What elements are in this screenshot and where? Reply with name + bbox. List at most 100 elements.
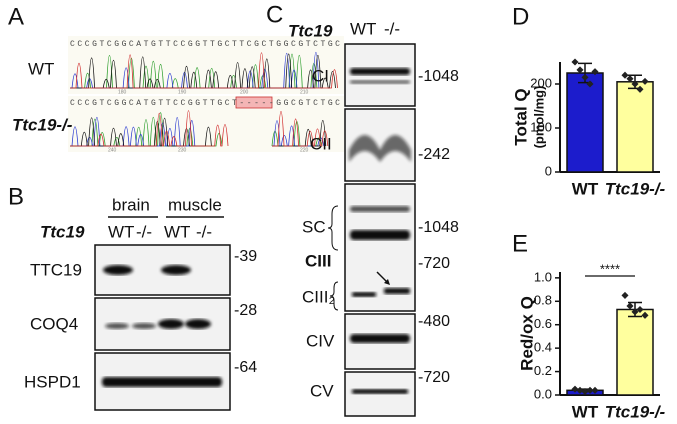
band xyxy=(350,230,410,240)
arrow-head xyxy=(384,279,390,285)
data-point xyxy=(641,77,649,85)
y-tick-label: 200 xyxy=(530,75,552,90)
complex-label: SC xyxy=(302,217,326,236)
y-tick-label: 0.0 xyxy=(534,386,552,401)
position: 220 xyxy=(300,147,309,153)
data-point xyxy=(576,386,584,394)
size-marker: -720 xyxy=(418,369,450,386)
band xyxy=(350,80,410,84)
data-point xyxy=(591,386,599,394)
panel-label: D xyxy=(512,3,529,30)
y-tick-label: 0.8 xyxy=(534,293,552,308)
data-point xyxy=(586,80,594,88)
position: 230 xyxy=(178,147,187,153)
data-point xyxy=(641,311,649,319)
complex-label: CIII xyxy=(305,251,331,270)
band xyxy=(352,389,408,394)
y-tick-label: 1.0 xyxy=(534,269,552,284)
band xyxy=(352,292,376,297)
trace xyxy=(272,111,329,147)
brace xyxy=(327,205,339,251)
data-point xyxy=(626,302,634,310)
band xyxy=(350,334,410,343)
data-point xyxy=(591,68,599,76)
size-marker: -64 xyxy=(234,359,257,376)
significance-label: **** xyxy=(600,261,620,276)
tissue-label: brain xyxy=(112,195,150,214)
y-axis-label: Red/ox Q xyxy=(517,296,536,371)
bar xyxy=(616,81,654,173)
genotype: -/- xyxy=(384,19,400,38)
data-point xyxy=(621,71,629,79)
data-point xyxy=(586,386,594,394)
band xyxy=(185,319,211,329)
complex-label: CIV xyxy=(306,331,335,350)
position: 240 xyxy=(108,147,117,153)
size-marker: -480 xyxy=(418,313,450,330)
chromatograms xyxy=(70,51,338,147)
row-label: Ttc19-/- xyxy=(12,115,73,134)
y-tick-label: 0 xyxy=(545,163,552,178)
band xyxy=(105,323,129,329)
gene-label: Ttc19 xyxy=(40,222,85,241)
trace xyxy=(70,110,229,147)
band xyxy=(103,265,133,275)
panel-label: B xyxy=(8,183,24,210)
complex-label: CI xyxy=(312,66,329,85)
gene-label: Ttc19 xyxy=(288,21,333,40)
position: 180 xyxy=(118,89,127,95)
genotype: -/- xyxy=(136,222,152,241)
size-marker: -242 xyxy=(418,146,450,163)
data-point xyxy=(631,80,639,88)
genotype: WT xyxy=(164,222,190,241)
y-tick-label: 0.2 xyxy=(534,363,552,378)
bar xyxy=(566,72,604,173)
tissue-label: muscle xyxy=(168,195,222,214)
panel-label: A xyxy=(8,3,24,30)
deletion-highlight xyxy=(235,96,273,109)
trace xyxy=(70,112,223,147)
blot-label: TTC19 xyxy=(30,260,82,279)
data-point xyxy=(576,66,584,74)
size-marker: -28 xyxy=(234,302,257,319)
position: 200 xyxy=(240,89,249,95)
data-point xyxy=(581,73,589,81)
band xyxy=(132,323,156,329)
band xyxy=(350,68,410,75)
size-marker: -39 xyxy=(234,248,257,265)
band xyxy=(161,265,191,275)
y-tick-label: 0.4 xyxy=(534,340,552,355)
complex-label: CV xyxy=(310,381,334,400)
x-tick-label: Ttc19-/- xyxy=(605,402,666,421)
panel-label: E xyxy=(512,230,528,257)
genotype: -/- xyxy=(196,222,212,241)
data-point xyxy=(626,75,634,83)
y-tick-label: 100 xyxy=(530,119,552,134)
band xyxy=(102,377,222,387)
band xyxy=(384,288,410,294)
band xyxy=(349,135,411,162)
band xyxy=(158,319,184,329)
y-tick-label: 0.6 xyxy=(534,316,552,331)
complex-label: CIII₂ xyxy=(302,287,335,306)
band xyxy=(350,206,410,212)
data-point xyxy=(631,308,639,316)
x-tick-label: Ttc19-/- xyxy=(605,179,666,198)
complex-label: CII xyxy=(310,134,332,153)
size-marker: -720 xyxy=(418,255,450,272)
bar xyxy=(616,308,654,396)
y-axis-label: Total Q xyxy=(511,88,530,145)
trace xyxy=(70,53,318,89)
x-tick-label: WT xyxy=(572,402,599,421)
row-label: WT xyxy=(28,59,54,78)
sequence: CCCGTCGGCATGTTCCGGTTGCT-----GGCGTCTGC xyxy=(70,99,340,108)
sequence: CCCGTCGGCATGTTCCGGTTGCTTCGCTGGCGTCTGC xyxy=(70,40,340,49)
data-point xyxy=(581,387,589,396)
genotype: WT xyxy=(108,222,134,241)
blot-label: COQ4 xyxy=(30,314,78,333)
data-point xyxy=(621,291,629,299)
genotype: WT xyxy=(350,19,376,38)
data-point xyxy=(571,385,579,393)
data-point xyxy=(636,305,644,314)
